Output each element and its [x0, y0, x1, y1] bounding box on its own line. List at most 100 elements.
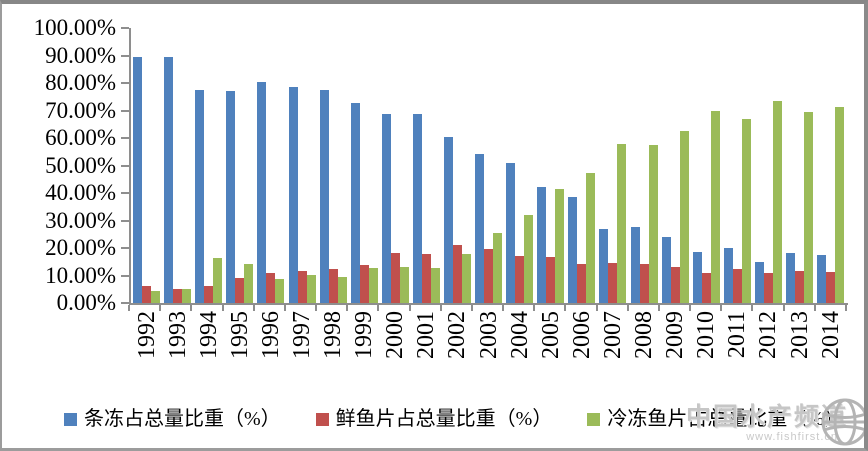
x-axis-labels: 1992 1993 1994 1995 1996 1997 1998 1999 2000 2001… [131, 311, 846, 393]
bar [319, 90, 329, 303]
bar-group-2007 [597, 28, 628, 303]
legend-label: 条冻占总量比重（%） [84, 408, 281, 430]
x-tick-label: 2008 [631, 311, 658, 359]
bar [235, 278, 245, 303]
bar [741, 119, 751, 303]
legend-swatch-blue [64, 412, 77, 426]
x-tick-mark [439, 305, 442, 311]
bar [421, 254, 431, 303]
y-tick-label: 70.00% [45, 97, 116, 123]
x-tick-mark [159, 305, 162, 311]
x-tick-label: 1992 [133, 311, 160, 359]
x-tick-mark [595, 305, 598, 311]
y-tick-label: 50.00% [45, 152, 116, 178]
bar-group-2009 [660, 28, 691, 303]
bar [443, 137, 453, 303]
x-label-cell: 2002 [442, 311, 473, 393]
bar [577, 264, 587, 303]
x-tick-label: 2010 [693, 311, 720, 359]
bar [599, 229, 609, 303]
x-tick-label: 2005 [537, 311, 564, 359]
x-tick-label: 2012 [755, 311, 782, 359]
bar [142, 286, 152, 303]
y-tick-label: 10.00% [45, 262, 116, 288]
x-tick-label: 1997 [289, 311, 316, 359]
bar [661, 237, 671, 303]
x-tick-mark [221, 305, 224, 311]
legend-label: 冷冻鱼片占总量比重（%） [607, 408, 845, 430]
x-label-cell: 1994 [193, 311, 224, 393]
x-tick-label: 1998 [320, 311, 347, 359]
bar [390, 253, 400, 303]
bar [266, 273, 276, 303]
x-tick-mark [689, 305, 692, 311]
x-tick-mark [845, 305, 847, 311]
x-tick-mark [252, 305, 255, 311]
bar [297, 271, 307, 303]
bar-group-2010 [691, 28, 722, 303]
bar-group-2003 [473, 28, 504, 303]
y-tick-mark [121, 274, 129, 277]
bar [275, 279, 285, 303]
bar [288, 87, 298, 303]
bar [151, 291, 161, 303]
legend-item-xianyupian: 鲜鱼片占总量比重（%） [315, 407, 553, 431]
bar [701, 273, 711, 303]
bar-group-2000 [380, 28, 411, 303]
x-tick-label: 2014 [817, 311, 844, 359]
y-tick-label: 60.00% [45, 125, 116, 150]
x-tick-mark [283, 305, 286, 311]
bar-group-2012 [753, 28, 784, 303]
y-tick-mark [121, 137, 129, 139]
bar [639, 264, 649, 303]
x-label-cell: 2009 [660, 311, 691, 393]
bar-group-1992 [131, 28, 162, 303]
bar [306, 275, 316, 303]
y-tick-label: 80.00% [45, 70, 116, 95]
y-tick-label: 100.00% [33, 15, 116, 40]
bar [786, 253, 796, 303]
bar [475, 154, 485, 303]
bar [648, 145, 658, 303]
legend-label: 鲜鱼片占总量比重（%） [335, 408, 553, 430]
y-tick-mark [121, 192, 129, 194]
bar-group-1997 [286, 28, 317, 303]
bar-group-1998 [318, 28, 349, 303]
x-label-cell: 1996 [255, 311, 286, 393]
bar [630, 227, 640, 303]
y-tick-label: 90.00% [45, 42, 116, 68]
bar [608, 263, 618, 303]
bar-group-2011 [722, 28, 753, 303]
x-tick-label: 2003 [475, 311, 502, 359]
bar [350, 103, 360, 303]
x-tick-mark [315, 305, 318, 311]
bars-region [131, 28, 846, 303]
bar [195, 90, 205, 303]
bar [173, 289, 183, 303]
bar [164, 57, 174, 303]
bar [182, 289, 192, 303]
y-tick-label: 40.00% [45, 180, 116, 205]
bar [732, 269, 742, 303]
x-tick-mark [626, 305, 629, 311]
bar [328, 269, 338, 303]
bar-group-2006 [566, 28, 597, 303]
x-tick-mark [408, 305, 411, 311]
bar-group-2001 [411, 28, 442, 303]
bar [692, 252, 702, 303]
bar [484, 249, 494, 303]
x-tick-mark [502, 305, 505, 311]
y-tick-mark [121, 27, 129, 29]
x-tick-label: 1999 [351, 311, 378, 359]
x-tick-label: 2000 [382, 311, 409, 359]
x-label-cell: 2013 [784, 311, 815, 393]
bar [772, 101, 782, 303]
bar [835, 107, 845, 303]
bar-group-2004 [504, 28, 535, 303]
bar [412, 114, 422, 303]
x-tick-label: 2009 [662, 311, 689, 359]
bar [524, 215, 534, 303]
legend-item-tiaodong: 条冻占总量比重（%） [64, 407, 281, 431]
x-tick-mark [751, 305, 754, 311]
y-tick-label: 30.00% [45, 207, 116, 233]
